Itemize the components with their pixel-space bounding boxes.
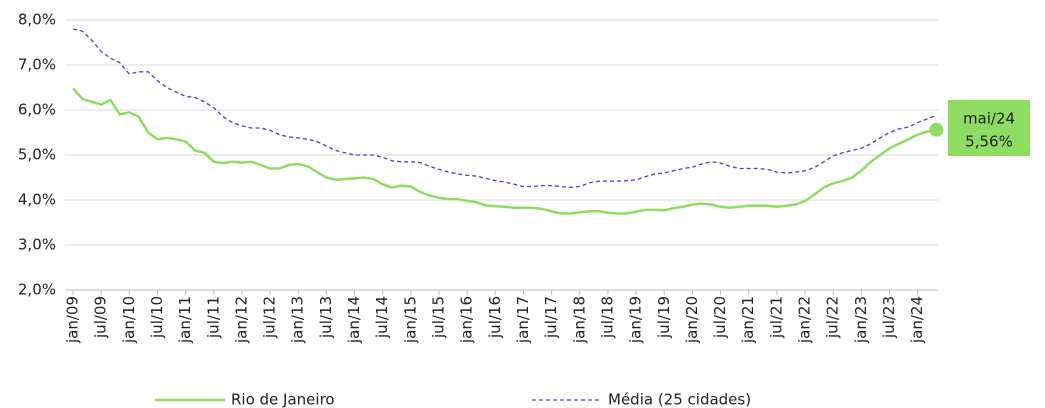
x-tick-label: jul/11 (204, 296, 222, 339)
x-tick-label: jan/15 (401, 296, 419, 344)
series-line (72, 28, 937, 189)
x-tick-label: jul/21 (767, 296, 785, 339)
x-tick-label: jul/14 (373, 296, 391, 339)
y-tick-label: 8,0% (18, 11, 56, 29)
x-tick-label: jul/15 (430, 296, 448, 339)
annotation-value: 5,56% (965, 133, 1013, 151)
x-tick-label: jul/16 (486, 296, 504, 339)
legend-label: Média (25 cidades) (608, 391, 751, 408)
x-tick-label: jan/19 (627, 296, 645, 344)
x-tick-label: jul/09 (92, 296, 110, 339)
x-tick-label: jan/23 (852, 296, 870, 344)
x-tick-label: jan/10 (120, 296, 138, 344)
x-tick-label: jan/17 (514, 296, 532, 344)
x-tick-label: jul/13 (317, 296, 335, 339)
series-line (72, 87, 937, 215)
x-tick-label: jan/11 (176, 296, 194, 344)
x-tick-label: jul/12 (261, 296, 279, 339)
legend-label: Rio de Janeiro (231, 391, 335, 408)
x-tick-label: jan/09 (64, 296, 82, 344)
x-tick-label: jan/16 (458, 296, 476, 344)
x-tick-label: jul/22 (824, 296, 842, 339)
x-tick-label: jan/18 (570, 296, 588, 344)
x-tick-label: jan/22 (796, 296, 814, 344)
x-tick-label: jul/19 (655, 296, 673, 339)
x-tick-label: jul/20 (711, 296, 729, 339)
x-tick-label: jan/21 (739, 296, 757, 344)
y-tick-label: 5,0% (18, 146, 56, 164)
annotation-box (948, 100, 1030, 156)
x-tick-label: jan/14 (345, 296, 363, 344)
x-tick-label: jan/13 (289, 296, 307, 344)
end-point (929, 122, 944, 137)
y-tick-label: 7,0% (18, 56, 56, 74)
x-tick-label: jul/17 (542, 296, 560, 339)
y-tick-label: 6,0% (18, 101, 56, 119)
annotation-date: mai/24 (963, 110, 1015, 128)
x-tick-label: jan/24 (908, 296, 926, 344)
y-tick-label: 3,0% (18, 236, 56, 254)
x-tick-label: jul/18 (598, 296, 616, 339)
x-tick-label: jul/23 (880, 296, 898, 339)
x-tick-label: jan/12 (232, 296, 250, 344)
x-tick-label: jul/10 (148, 296, 166, 339)
x-tick-label: jan/20 (683, 296, 701, 344)
y-tick-label: 2,0% (18, 281, 56, 299)
y-tick-label: 4,0% (18, 191, 56, 209)
